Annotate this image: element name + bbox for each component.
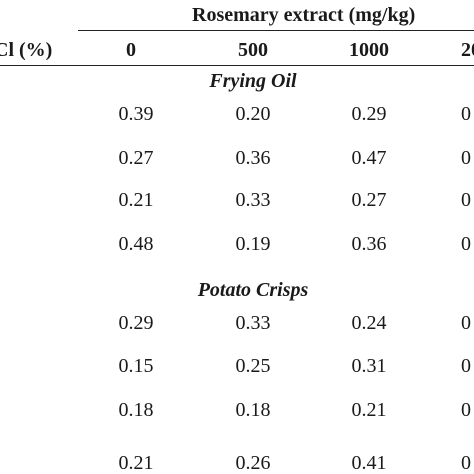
table-cell: 0 — [461, 312, 471, 334]
table-cell: 0 — [461, 103, 471, 125]
table-cell: 0.36 — [235, 147, 271, 169]
table-cell: 0.20 — [235, 103, 271, 125]
group-header: Rosemary extract (mg/kg) — [192, 4, 416, 26]
column-header-0: 0 — [126, 39, 136, 61]
table-cell: 0.18 — [235, 399, 271, 421]
table-cell: 0.19 — [235, 233, 271, 255]
column-header-3: 20 — [461, 39, 474, 61]
column-header-rule — [0, 65, 474, 66]
section-title: Potato Crisps — [197, 279, 309, 301]
table-cell: 0 — [461, 399, 471, 421]
table-cell: 0.48 — [118, 233, 154, 255]
table-cell: 0.47 — [351, 147, 387, 169]
table-cell: 0.41 — [351, 452, 387, 474]
table-cell: 0 — [461, 233, 471, 255]
table-cell: 0 — [461, 355, 471, 377]
table-cell: 0.25 — [235, 355, 271, 377]
table-cell: 0.24 — [351, 312, 387, 334]
group-header-rule — [78, 30, 474, 31]
table-cell: 0.29 — [351, 103, 387, 125]
table-cell: 0.39 — [118, 103, 154, 125]
table-cell: 0.15 — [118, 355, 154, 377]
table-cell: 0 — [461, 147, 471, 169]
row-header: Cl (%) — [0, 39, 53, 61]
table-cell: 0.21 — [118, 189, 154, 211]
column-header-1: 500 — [238, 39, 268, 61]
section-title: Frying Oil — [209, 70, 297, 92]
table-cell: 0.33 — [235, 312, 271, 334]
table-cell: 0.29 — [118, 312, 154, 334]
table-cell: 0.31 — [351, 355, 387, 377]
table-cell: 0.27 — [351, 189, 387, 211]
table-cell: 0.18 — [118, 399, 154, 421]
table-cell: 0.26 — [235, 452, 271, 474]
column-header-2: 1000 — [349, 39, 389, 61]
table-cell: 0.27 — [118, 147, 154, 169]
table-cell: 0.33 — [235, 189, 271, 211]
table-cell: 0 — [461, 189, 471, 211]
table-cell: 0.21 — [118, 452, 154, 474]
table-cell: 0.21 — [351, 399, 387, 421]
table-cell: 0 — [461, 452, 471, 474]
table-cell: 0.36 — [351, 233, 387, 255]
